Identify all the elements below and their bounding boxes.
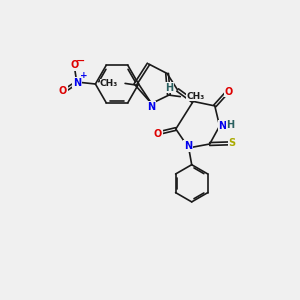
- Text: H: H: [226, 120, 234, 130]
- Text: +: +: [80, 71, 87, 80]
- Text: O: O: [154, 129, 162, 139]
- Text: CH₃: CH₃: [100, 79, 118, 88]
- Text: O: O: [58, 86, 67, 96]
- Text: S: S: [228, 138, 236, 148]
- Text: N: N: [147, 102, 156, 112]
- Text: O: O: [224, 86, 233, 97]
- Text: N: N: [184, 141, 192, 151]
- Text: −: −: [76, 56, 86, 66]
- Text: H: H: [165, 82, 173, 93]
- Text: CH₃: CH₃: [186, 92, 205, 101]
- Text: N: N: [73, 77, 81, 88]
- Text: N: N: [218, 121, 227, 131]
- Text: O: O: [70, 60, 79, 70]
